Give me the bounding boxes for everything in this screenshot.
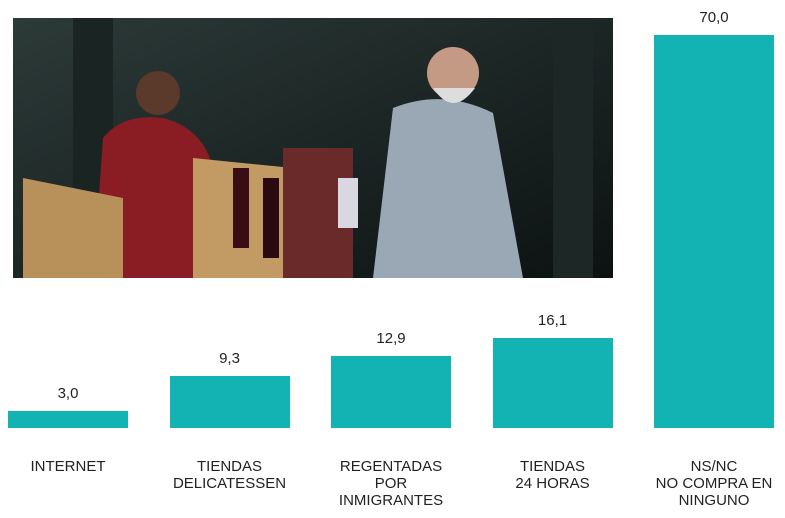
category-label: TIENDAS DELICATESSEN	[172, 458, 287, 492]
category-label: REGENTADAS POR INMIGRANTES	[338, 458, 444, 509]
value-label: 70,0	[699, 9, 729, 26]
value-label: 9,3	[219, 349, 240, 367]
value-label: 3,0	[57, 385, 79, 403]
value-label: 12,9	[376, 329, 406, 347]
bar	[492, 337, 613, 428]
category-label: TIENDAS 24 HORAS	[515, 458, 590, 492]
photo	[13, 18, 613, 278]
bar	[654, 35, 774, 428]
bar	[169, 375, 290, 428]
value-label: 16,1	[537, 311, 568, 329]
bar	[8, 411, 128, 428]
bar	[331, 355, 451, 428]
category-label: NS/NC NO COMPRA EN NINGUNO	[655, 458, 773, 509]
category-label: INTERNET	[30, 458, 106, 475]
